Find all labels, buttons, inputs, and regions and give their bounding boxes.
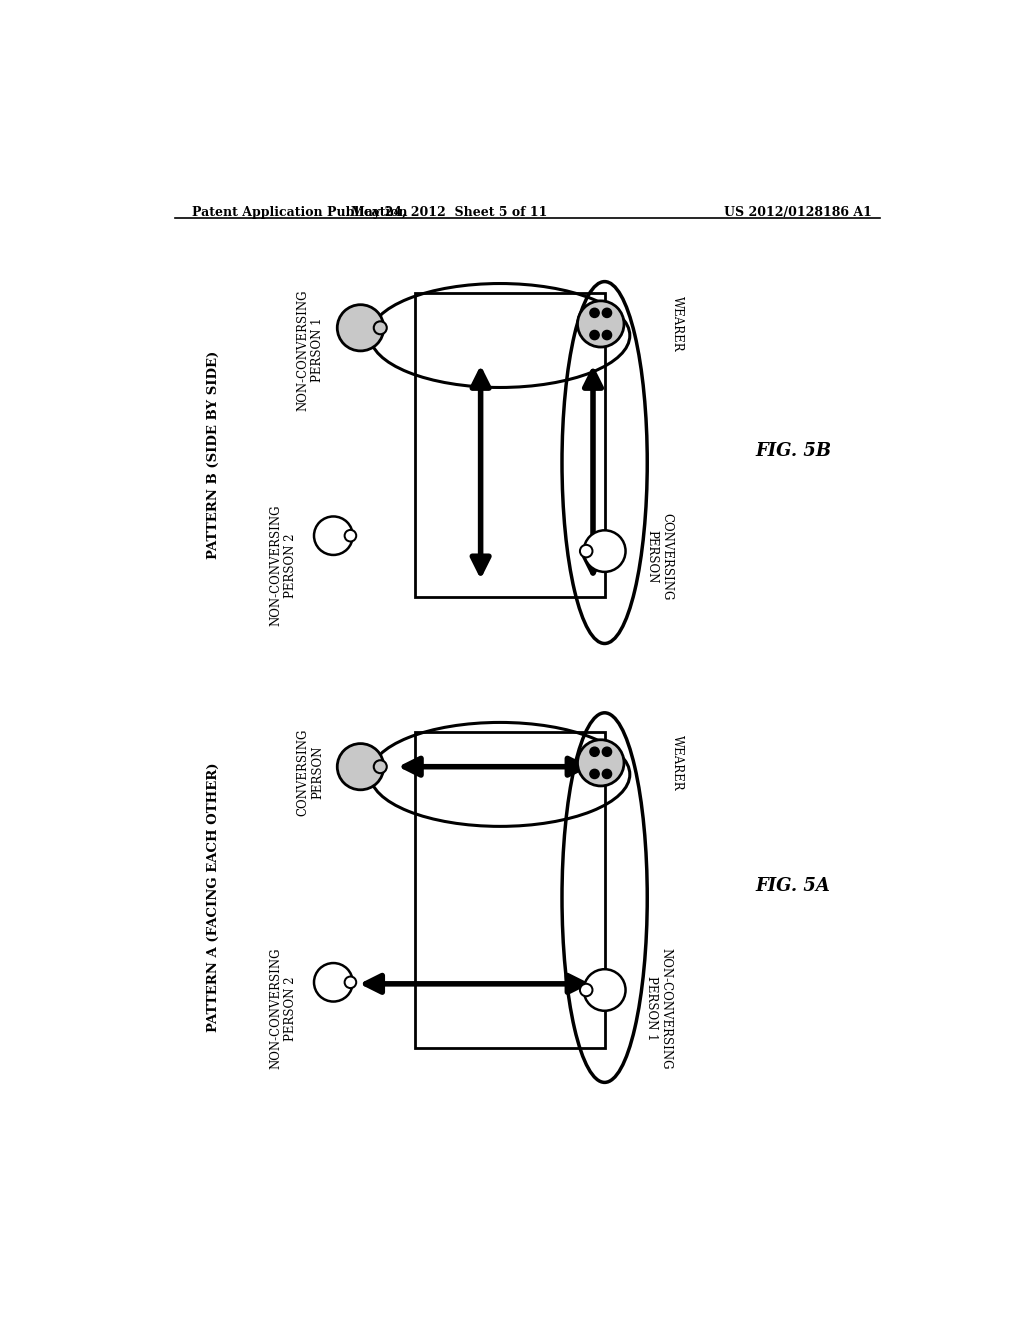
Circle shape [602, 747, 611, 756]
Circle shape [578, 739, 624, 785]
Circle shape [578, 301, 624, 347]
Text: NON-CONVERSING
PERSON 1: NON-CONVERSING PERSON 1 [645, 948, 673, 1069]
Text: NON-CONVERSING
PERSON 2: NON-CONVERSING PERSON 2 [269, 506, 297, 627]
Bar [415, 733, 604, 1048]
Text: Patent Application Publication: Patent Application Publication [193, 206, 408, 219]
Text: FIG. 5A: FIG. 5A [756, 876, 830, 895]
Circle shape [590, 770, 599, 779]
Text: NON-CONVERSING
PERSON 1: NON-CONVERSING PERSON 1 [296, 289, 325, 411]
Text: WEARER: WEARER [671, 735, 683, 791]
Circle shape [602, 330, 611, 339]
Circle shape [345, 529, 356, 541]
Text: WEARER: WEARER [671, 296, 683, 351]
Text: NON-CONVERSING
PERSON 2: NON-CONVERSING PERSON 2 [269, 948, 297, 1069]
Circle shape [590, 747, 599, 756]
Text: CONVERSING
PERSON: CONVERSING PERSON [296, 729, 325, 816]
Circle shape [584, 969, 626, 1011]
Bar [415, 293, 604, 598]
Circle shape [602, 770, 611, 779]
Text: US 2012/0128186 A1: US 2012/0128186 A1 [724, 206, 872, 219]
Circle shape [374, 321, 387, 334]
Text: PATTERN B (SIDE BY SIDE): PATTERN B (SIDE BY SIDE) [207, 351, 220, 558]
Circle shape [374, 760, 387, 774]
Circle shape [590, 330, 599, 339]
Circle shape [602, 309, 611, 318]
Circle shape [580, 983, 593, 997]
Circle shape [345, 977, 356, 989]
Circle shape [580, 545, 593, 557]
Circle shape [584, 531, 626, 572]
Circle shape [590, 309, 599, 318]
Circle shape [337, 743, 384, 789]
Text: PATTERN A (FACING EACH OTHER): PATTERN A (FACING EACH OTHER) [207, 763, 220, 1032]
Text: May 24, 2012  Sheet 5 of 11: May 24, 2012 Sheet 5 of 11 [351, 206, 548, 219]
Text: CONVERSING
PERSON: CONVERSING PERSON [645, 512, 673, 601]
Circle shape [314, 964, 352, 1002]
Text: FIG. 5B: FIG. 5B [756, 442, 831, 459]
Circle shape [314, 516, 352, 554]
Circle shape [337, 305, 384, 351]
